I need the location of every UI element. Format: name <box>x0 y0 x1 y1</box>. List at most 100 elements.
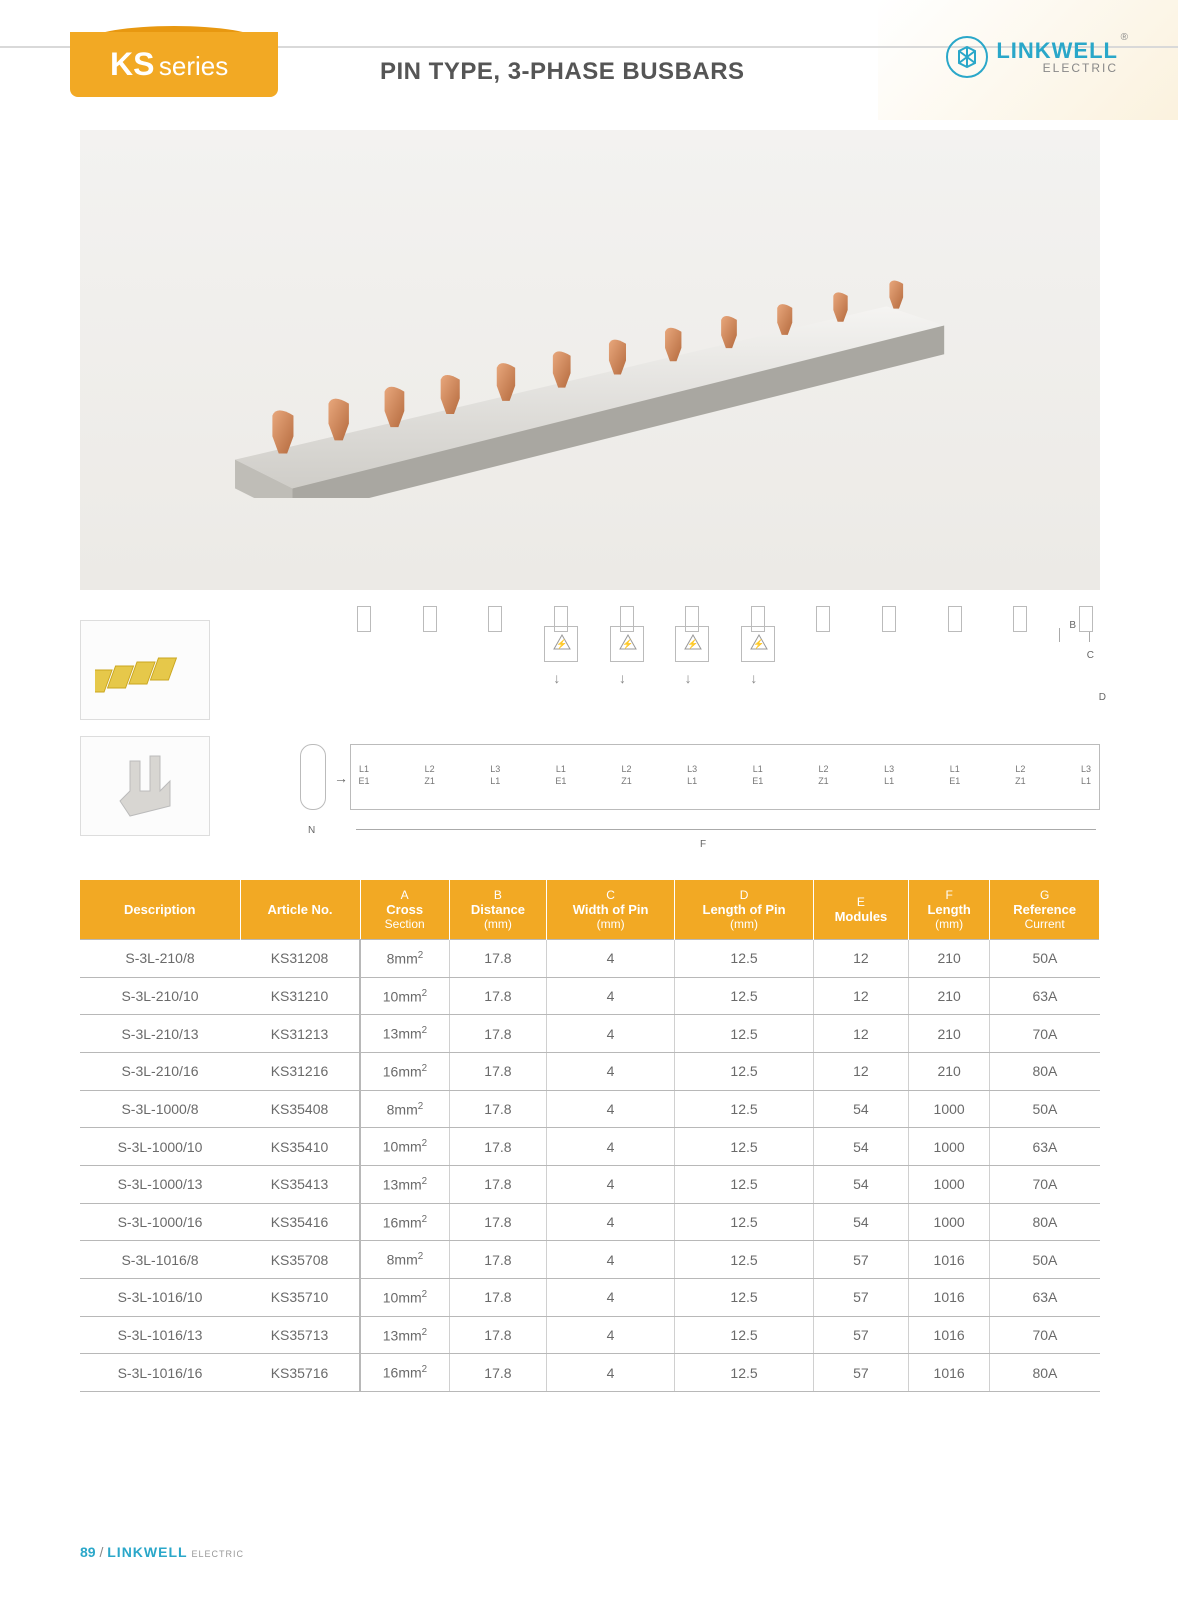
table-body: S-3L-210/8KS312088mm217.8412.51221050AS-… <box>80 940 1100 1392</box>
series-prefix: KS <box>110 46 154 82</box>
table-row: S-3L-1000/16KS3541616mm217.8412.55410008… <box>80 1203 1100 1241</box>
phase-label-top: L3 <box>485 764 505 774</box>
down-arrow-icon: ↓ <box>619 670 626 686</box>
cap-module: ⚡ <box>741 626 775 662</box>
table-cell: 12.5 <box>675 1128 814 1166</box>
svg-text:⚡: ⚡ <box>556 638 567 650</box>
table-cell: 210 <box>908 940 989 978</box>
table-cell: S-3L-1000/16 <box>80 1203 240 1241</box>
table-cell: 17.8 <box>449 1278 546 1316</box>
table-cell: 4 <box>546 1052 674 1090</box>
col-header: Description <box>80 880 240 940</box>
table-cell: 10mm2 <box>360 1128 449 1166</box>
phase-label-bot: L1 <box>485 776 505 786</box>
table-cell: 57 <box>813 1241 908 1279</box>
brand-logo: LINKWELL ELECTRIC ® <box>946 36 1118 78</box>
table-cell: KS31208 <box>240 940 360 978</box>
table-cell: 1000 <box>908 1165 989 1203</box>
table-cell: KS35408 <box>240 1090 360 1128</box>
table-row: S-3L-1000/13KS3541313mm217.8412.55410007… <box>80 1165 1100 1203</box>
table-cell: 4 <box>546 940 674 978</box>
phase-label-top: L1 <box>354 764 374 774</box>
table-cell: 4 <box>546 1278 674 1316</box>
phase-label-bot: L1 <box>1076 776 1096 786</box>
table-cell: 17.8 <box>449 977 546 1015</box>
table-cell: KS35716 <box>240 1354 360 1392</box>
table-cell: 4 <box>546 1090 674 1128</box>
table-cell: 63A <box>990 1128 1100 1166</box>
table-header: DescriptionArticle No.ACrossSectionBDist… <box>80 880 1100 940</box>
down-arrow-icon: ↓ <box>750 670 757 686</box>
phase-label-top: L2 <box>420 764 440 774</box>
table-cell: 12 <box>813 1015 908 1053</box>
page-footer: 89 / LINKWELL ELECTRIC <box>80 1544 244 1560</box>
table-cell: S-3L-1000/10 <box>80 1128 240 1166</box>
phase-label-top: L2 <box>813 764 833 774</box>
table-cell: 17.8 <box>449 1090 546 1128</box>
table-cell: 17.8 <box>449 1203 546 1241</box>
table-cell: 1000 <box>908 1090 989 1128</box>
table-cell: 50A <box>990 940 1100 978</box>
table-cell: 63A <box>990 1278 1100 1316</box>
brand-sub: ELECTRIC <box>996 62 1118 74</box>
series-word: series <box>159 51 228 81</box>
table-cell: 210 <box>908 1015 989 1053</box>
table-cell: 8mm2 <box>360 940 449 978</box>
table-cell: 4 <box>546 1015 674 1053</box>
pin-outline <box>816 606 830 632</box>
table-cell: KS35416 <box>240 1203 360 1241</box>
table-cell: 63A <box>990 977 1100 1015</box>
col-header: FLength(mm) <box>908 880 989 940</box>
col-header: DLength of Pin(mm) <box>675 880 814 940</box>
table-cell: 16mm2 <box>360 1203 449 1241</box>
cap-module: ⚡ <box>610 626 644 662</box>
table-cell: 17.8 <box>449 1165 546 1203</box>
col-header: CWidth of Pin(mm) <box>546 880 674 940</box>
table-cell: KS35413 <box>240 1165 360 1203</box>
table-row: S-3L-1016/16KS3571616mm217.8412.55710168… <box>80 1354 1100 1392</box>
svg-text:⚡: ⚡ <box>753 638 764 650</box>
pin-outline <box>357 606 371 632</box>
pin-outline <box>882 606 896 632</box>
table-cell: KS35410 <box>240 1128 360 1166</box>
table-cell: 4 <box>546 1165 674 1203</box>
table-cell: 70A <box>990 1316 1100 1354</box>
table-cell: S-3L-1000/8 <box>80 1090 240 1128</box>
table-row: S-3L-210/10KS3121010mm217.8412.51221063A <box>80 977 1100 1015</box>
table-row: S-3L-210/13KS3121313mm217.8412.51221070A <box>80 1015 1100 1053</box>
logo-text: LINKWELL ELECTRIC <box>996 40 1118 74</box>
table-cell: 16mm2 <box>360 1354 449 1392</box>
table-cell: 1000 <box>908 1128 989 1166</box>
table-cell: 12 <box>813 940 908 978</box>
schematic-bar <box>350 744 1100 810</box>
thumb-endcaps <box>80 620 210 720</box>
dimension-diagram: N → B C D F L1E1L2Z1L3L1L1E1L2Z1L3L1L1E1… <box>300 620 1100 850</box>
n-label: N <box>308 825 315 836</box>
phase-label-top: L3 <box>1076 764 1096 774</box>
table-cell: 4 <box>546 1354 674 1392</box>
table-cell: 57 <box>813 1316 908 1354</box>
pin-outline <box>488 606 502 632</box>
table-row: S-3L-1016/13KS3571313mm217.8412.55710167… <box>80 1316 1100 1354</box>
phase-label-bot: E1 <box>551 776 571 786</box>
table-cell: 50A <box>990 1241 1100 1279</box>
phase-label-bot: E1 <box>354 776 374 786</box>
table-row: S-3L-1000/10KS3541010mm217.8412.55410006… <box>80 1128 1100 1166</box>
table-cell: 4 <box>546 1128 674 1166</box>
col-header: EModules <box>813 880 908 940</box>
table-cell: 4 <box>546 1241 674 1279</box>
phase-label-top: L1 <box>945 764 965 774</box>
table-cell: S-3L-1016/8 <box>80 1241 240 1279</box>
col-header: ACrossSection <box>360 880 449 940</box>
table-cell: 12 <box>813 1052 908 1090</box>
phase-label-top: L1 <box>551 764 571 774</box>
table-cell: 12.5 <box>675 977 814 1015</box>
svg-text:⚡: ⚡ <box>622 638 633 650</box>
table-cell: 12.5 <box>675 1241 814 1279</box>
down-arrow-icon: ↓ <box>553 670 560 686</box>
phase-label-top: L3 <box>682 764 702 774</box>
spec-table: DescriptionArticle No.ACrossSectionBDist… <box>80 880 1100 1392</box>
phase-label-bot: Z1 <box>1010 776 1030 786</box>
table-cell: 17.8 <box>449 1052 546 1090</box>
table-cell: 12.5 <box>675 1090 814 1128</box>
